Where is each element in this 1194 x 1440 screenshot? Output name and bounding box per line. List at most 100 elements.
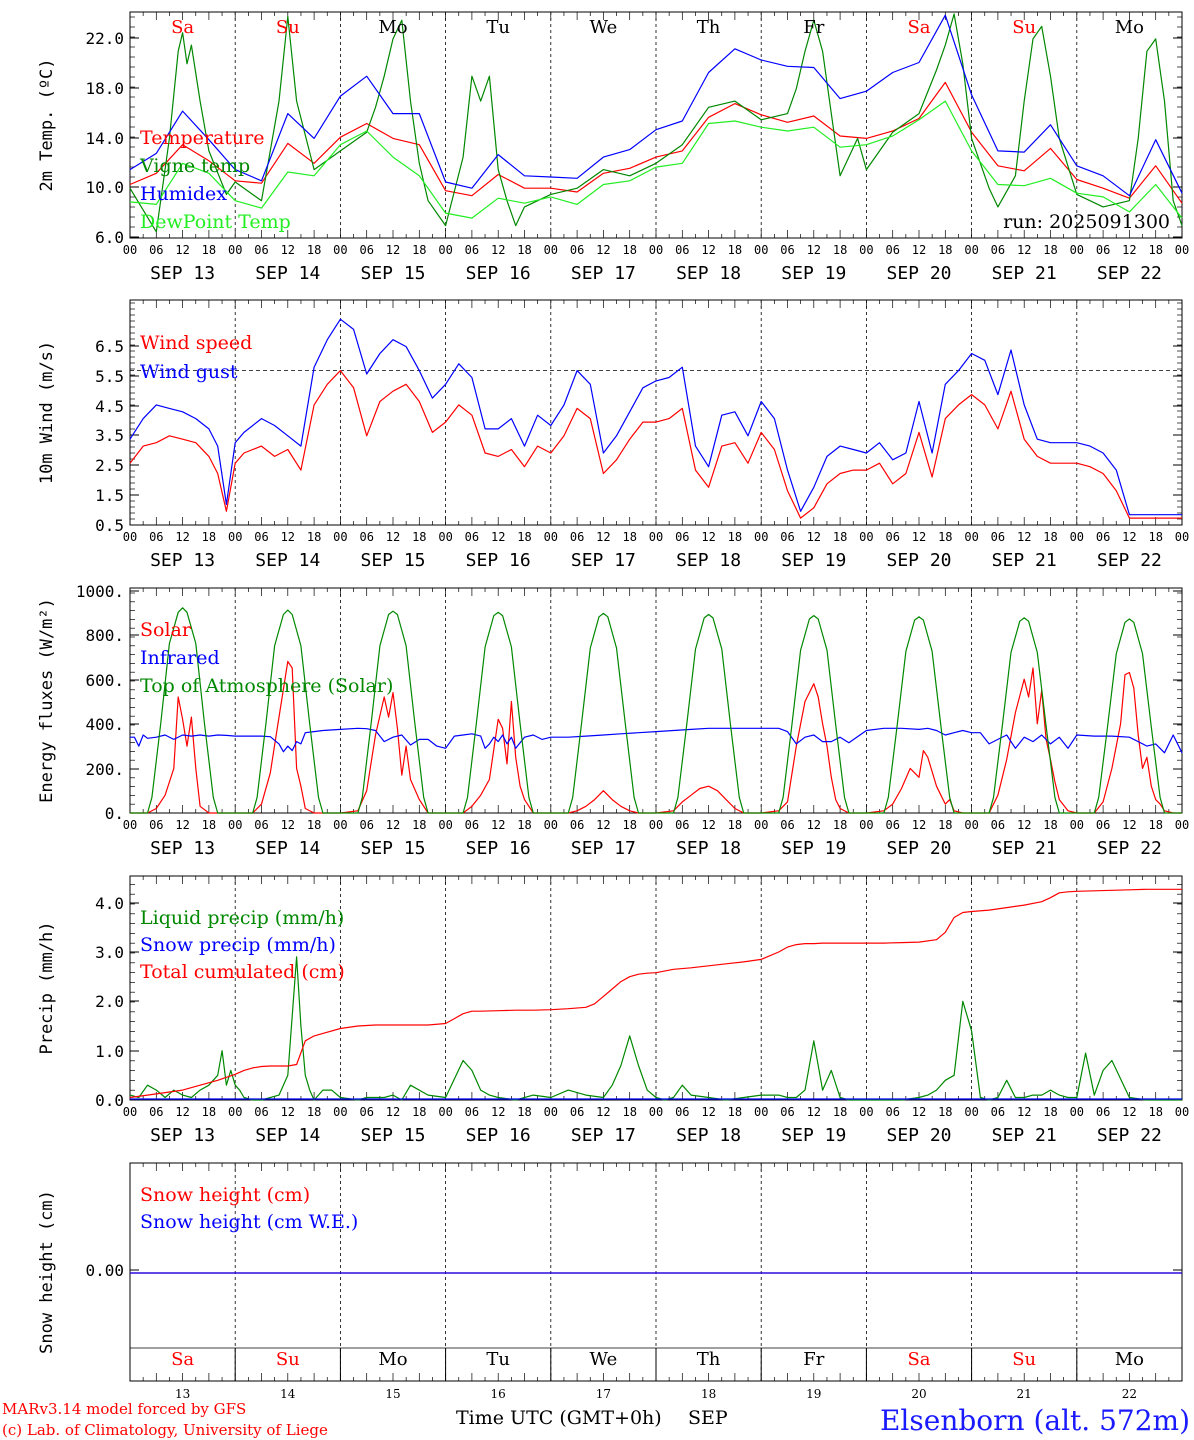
hour-tick-label: 00: [123, 530, 137, 544]
run-label: run: 2025091300: [1003, 211, 1170, 233]
day-number: 15: [385, 1387, 400, 1401]
weekday-label: Mo: [378, 17, 407, 38]
hour-tick-label: 00: [1070, 818, 1084, 832]
date-label: SEP 19: [781, 838, 846, 859]
series-line-infrared: [130, 727, 1183, 754]
legend-entry: Snow height (cm): [140, 1184, 310, 1206]
hour-tick-label: 00: [1175, 530, 1189, 544]
hour-tick-label: 00: [228, 530, 242, 544]
y-tick-label: 0.: [105, 804, 124, 823]
y-tick-label: 0.00: [85, 1261, 124, 1280]
hour-tick-label: 18: [517, 243, 531, 257]
hour-tick-label: 00: [544, 243, 558, 257]
hour-tick-label: 12: [701, 818, 715, 832]
hour-tick-label: 18: [307, 530, 321, 544]
date-label: SEP 16: [466, 1125, 531, 1146]
panel-flux: 0. 200. 400. 600. 800. 1000. Energy fluxes (W/…: [37, 582, 1189, 859]
hour-tick-label: 12: [1017, 818, 1031, 832]
date-label: SEP 17: [571, 263, 636, 284]
hour-tick-label: 06: [570, 818, 584, 832]
hour-tick-label: 00: [438, 243, 452, 257]
hour-tick-label: 12: [1122, 530, 1136, 544]
hour-tick-label: 12: [701, 530, 715, 544]
hour-tick-label: 18: [728, 1105, 742, 1119]
plot-frame: [129, 587, 1183, 814]
date-label: SEP 18: [676, 550, 741, 571]
hour-tick-label: 06: [1096, 530, 1110, 544]
legend-entry: Wind gust: [140, 361, 238, 383]
hour-tick-label: 12: [491, 530, 505, 544]
y-tick-label: 10.0: [85, 178, 124, 197]
weekday-label: Sa: [171, 1349, 194, 1370]
hour-tick-label: 18: [1043, 1105, 1057, 1119]
hour-tick-label: 18: [202, 1105, 216, 1119]
hour-tick-label: 06: [675, 530, 689, 544]
date-label: SEP 13: [150, 1125, 215, 1146]
y-axis-title: Snow height (cm): [37, 1190, 57, 1354]
hour-tick-label: 18: [517, 1105, 531, 1119]
day-number: 18: [701, 1387, 716, 1401]
hour-tick-label: 12: [1122, 1105, 1136, 1119]
y-axis-title: 10m Wind (m/s): [37, 341, 57, 484]
hour-tick-label: 12: [807, 243, 821, 257]
legend-entry: Infrared: [140, 647, 220, 669]
hour-tick-label: 18: [1148, 243, 1162, 257]
hour-tick-label: 06: [359, 818, 373, 832]
date-label: SEP 15: [360, 838, 425, 859]
hour-tick-label: 12: [807, 1105, 821, 1119]
date-label: SEP 21: [992, 838, 1057, 859]
hour-tick-label: 12: [281, 243, 295, 257]
hour-tick-label: 00: [438, 818, 452, 832]
date-label: SEP 15: [360, 1125, 425, 1146]
hour-tick-label: 00: [333, 818, 347, 832]
hour-tick-label: 00: [859, 818, 873, 832]
date-label: SEP 20: [886, 263, 951, 284]
hour-tick-label: 00: [1070, 530, 1084, 544]
hour-tick-label: 06: [254, 530, 268, 544]
hour-tick-label: 00: [649, 818, 663, 832]
weekday-label: Fr: [803, 17, 824, 38]
hour-tick-label: 18: [622, 243, 636, 257]
hour-tick-label: 06: [780, 1105, 794, 1119]
date-label: SEP 22: [1097, 550, 1162, 571]
hour-tick-label: 18: [202, 530, 216, 544]
series-line-dewpoint-temp: [129, 100, 1183, 219]
hour-tick-label: 06: [780, 243, 794, 257]
hour-tick-label: 12: [912, 530, 926, 544]
date-label: SEP 22: [1097, 263, 1162, 284]
series-line-total-cumulated-cm-: [129, 888, 1182, 1099]
hour-tick-label: 12: [386, 530, 400, 544]
panel-temp: 6.0 10.0 14.0 18.0 22.0 2m Temp. (ºC) Temperat…: [37, 11, 1189, 284]
hour-tick-label: 18: [1148, 530, 1162, 544]
x-axis-month: SEP: [688, 1407, 728, 1429]
hour-tick-label: 00: [754, 530, 768, 544]
hour-tick-label: 06: [149, 530, 163, 544]
hour-tick-label: 18: [622, 530, 636, 544]
hour-tick-label: 18: [412, 818, 426, 832]
legend-entry: Temperature: [140, 127, 264, 149]
hour-tick-label: 00: [333, 243, 347, 257]
weekday-label: Sa: [907, 1349, 930, 1370]
hour-tick-label: 12: [386, 818, 400, 832]
hour-tick-label: 12: [912, 243, 926, 257]
hour-tick-label: 06: [885, 243, 899, 257]
date-label: SEP 15: [360, 550, 425, 571]
y-tick-label: 6.0: [95, 228, 124, 247]
legend-entry: Wind speed: [140, 332, 252, 354]
hour-tick-label: 00: [228, 243, 242, 257]
hour-tick-label: 12: [491, 1105, 505, 1119]
y-tick-label: 4.0: [95, 894, 124, 913]
hour-tick-label: 18: [412, 530, 426, 544]
panel-precip: 0.0 1.0 2.0 3.0 4.0 Precip (mm/h) Liquid preci…: [37, 875, 1189, 1146]
legend-entry: Humidex: [140, 183, 227, 205]
hour-tick-label: 00: [859, 530, 873, 544]
hour-tick-label: 00: [544, 530, 558, 544]
date-label: SEP 18: [676, 263, 741, 284]
hour-tick-label: 12: [1122, 818, 1136, 832]
date-label: SEP 22: [1097, 838, 1162, 859]
hour-tick-label: 00: [964, 530, 978, 544]
hour-tick-label: 06: [1096, 243, 1110, 257]
weekday-label: We: [590, 17, 618, 38]
y-tick-label: 22.0: [85, 29, 124, 48]
